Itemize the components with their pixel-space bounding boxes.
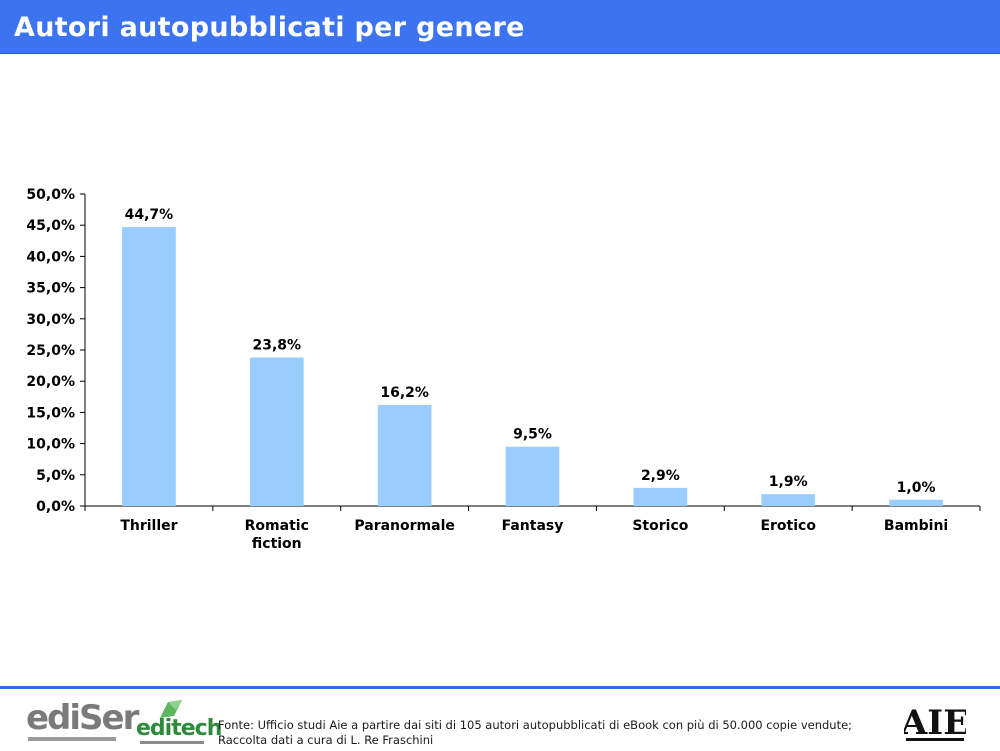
ediser-logo-underline	[28, 737, 116, 741]
title-bar: Autori autopubblicati per genere	[0, 0, 1000, 54]
category-label: Erotico	[760, 518, 816, 534]
y-tick-label: 10,0%	[26, 437, 75, 453]
ediser-logo-text: ediSer	[26, 698, 139, 738]
slide-title: Autori autopubblicati per genere	[14, 12, 525, 43]
data-label: 16,2%	[380, 385, 429, 401]
data-label: 9,5%	[513, 427, 552, 443]
data-label: 1,9%	[769, 474, 808, 490]
footer-divider	[0, 686, 1000, 689]
source-line-2: Raccolta dati a cura di L. Re Fraschini	[218, 733, 434, 747]
bar	[249, 357, 304, 506]
bar	[761, 494, 816, 506]
y-tick-label: 0,0%	[36, 499, 75, 515]
data-label: 2,9%	[641, 468, 680, 484]
bar	[122, 227, 176, 506]
editech-logo-text: editech	[136, 716, 222, 741]
y-tick-label: 40,0%	[26, 249, 75, 265]
category-label: fiction	[252, 536, 302, 552]
bar-chart: 0,0% 5,0% 10,0% 15,0% 20,0% 25,0% 30,0% 35,0% 40…	[26, 187, 981, 552]
category-label: Paranormale	[354, 518, 455, 534]
editech-logo: editech	[136, 696, 222, 748]
y-tick-label: 35,0%	[26, 281, 75, 297]
bar	[377, 404, 432, 506]
category-label: Storico	[632, 518, 688, 534]
aie-logo-underline	[906, 738, 964, 741]
aie-logo-text: AIE	[904, 703, 966, 743]
category-label: Bambini	[884, 518, 948, 534]
bar	[505, 446, 560, 506]
y-tick-label: 5,0%	[36, 468, 75, 484]
editech-leaf-icon	[160, 700, 182, 718]
data-label: 1,0%	[897, 480, 936, 496]
y-tick-label: 15,0%	[26, 405, 75, 421]
y-tick-label: 50,0%	[26, 187, 75, 203]
bar	[889, 499, 943, 506]
aie-logo: AIE	[904, 703, 966, 743]
source-line-1: Fonte: Ufficio studi Aie a partire dai s…	[218, 718, 853, 732]
y-tick-label: 30,0%	[26, 312, 75, 328]
category-label: Romatic	[245, 518, 309, 534]
y-tick-label: 25,0%	[26, 343, 75, 359]
category-label: Fantasy	[502, 518, 564, 534]
y-tick-label: 20,0%	[26, 374, 75, 390]
editech-logo-tagline	[140, 741, 204, 744]
ediser-logo: ediSer	[26, 698, 139, 742]
data-label: 23,8%	[252, 337, 301, 353]
category-label: Thriller	[120, 518, 177, 534]
data-label: 44,7%	[125, 207, 174, 223]
y-tick-label: 45,0%	[26, 218, 75, 234]
bar	[633, 487, 688, 506]
source-note: Fonte: Ufficio studi Aie a partire dai s…	[218, 718, 878, 748]
